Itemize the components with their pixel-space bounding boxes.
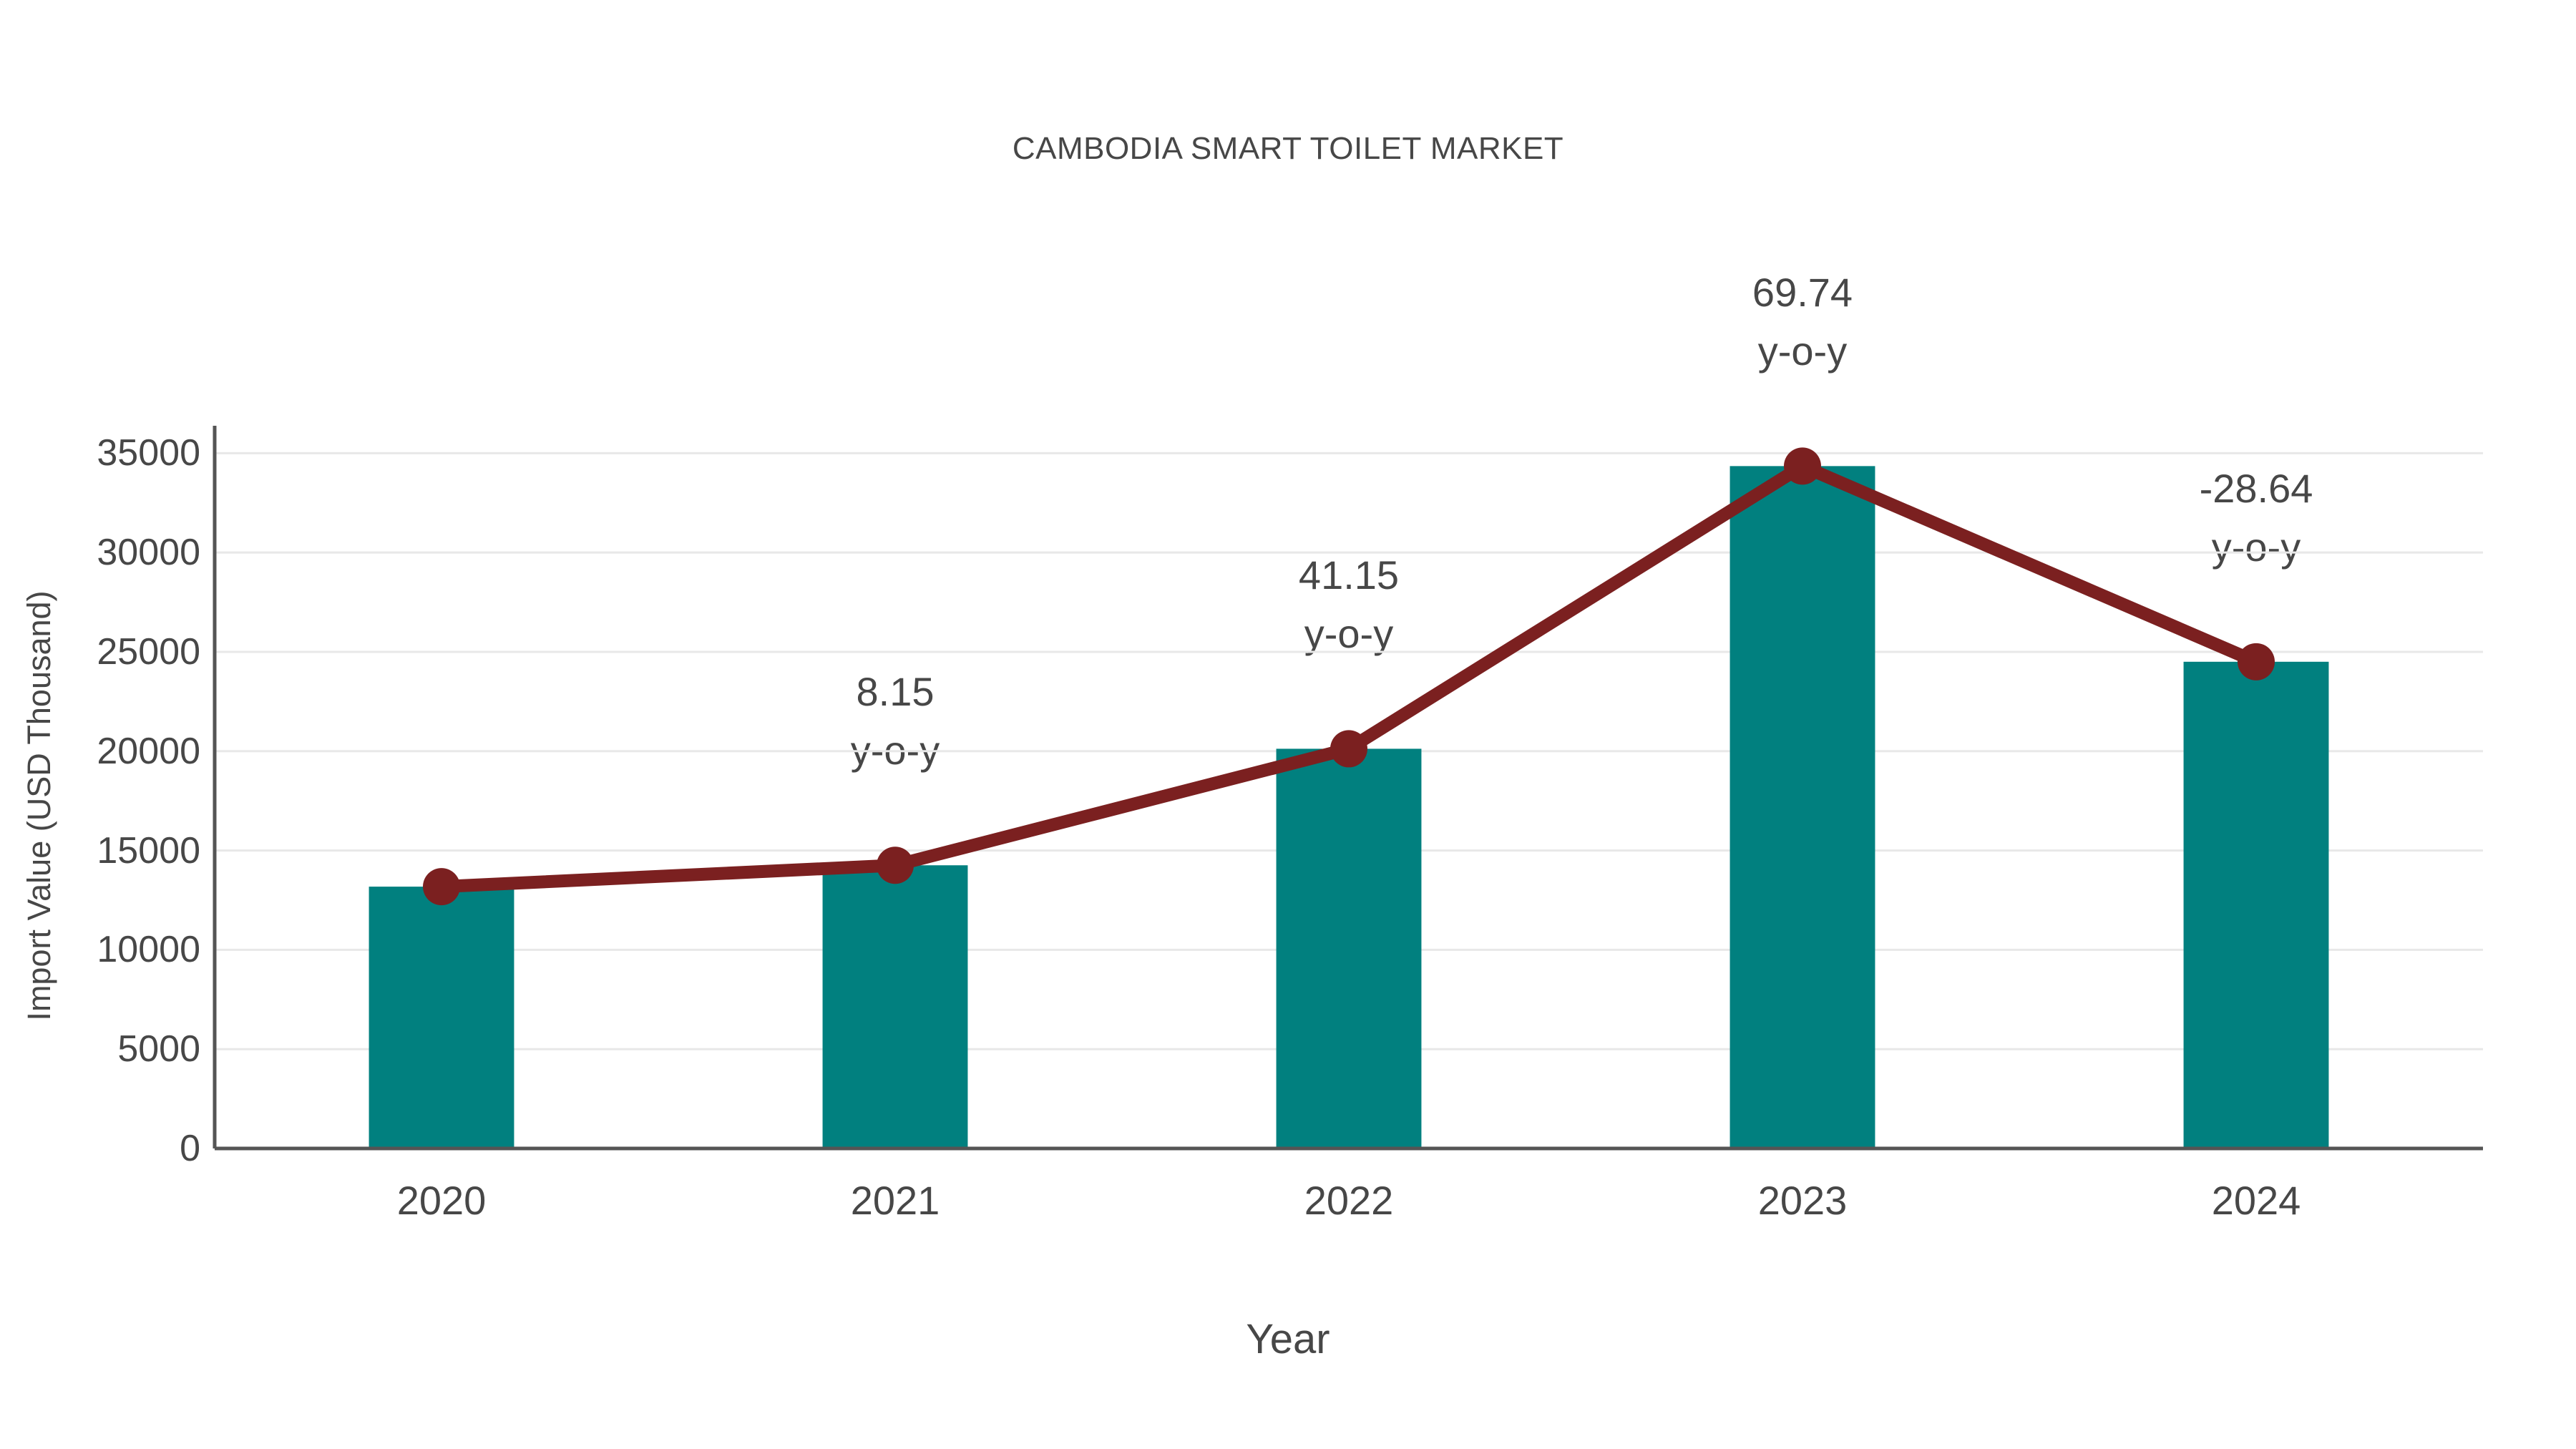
y-tick-label: 5000 (117, 1028, 200, 1070)
line-markers (423, 447, 2275, 906)
bar (1729, 466, 1875, 1148)
yoy-unit-label: y-o-y (1757, 328, 1848, 374)
bar (1276, 748, 1422, 1148)
y-tick-label: 30000 (97, 532, 200, 574)
data-point-marker (1330, 730, 1367, 768)
data-point-marker (2238, 643, 2275, 680)
x-tick-label: 2020 (396, 1178, 487, 1223)
bar (822, 865, 968, 1148)
x-tick-label: 2024 (2211, 1178, 2301, 1223)
data-point-marker (1784, 447, 1821, 485)
bar (2183, 661, 2329, 1148)
y-tick-label: 20000 (97, 730, 200, 772)
data-point-marker (877, 847, 914, 884)
plot-canvas (213, 426, 2483, 1151)
x-tick-label: 2022 (1304, 1178, 1394, 1223)
y-tick-label: 15000 (97, 829, 200, 872)
y-tick-label: 0 (180, 1128, 200, 1169)
y-tick-label: 25000 (97, 630, 200, 673)
bar (369, 887, 514, 1148)
x-tick-label: 2023 (1757, 1178, 1848, 1223)
page-title: CAMBODIA SMART TOILET MARKET (1012, 131, 1564, 166)
data-point-marker (423, 868, 460, 906)
x-tick-label: 2021 (850, 1178, 940, 1223)
yoy-annotation: 69.74 y-o-y (1652, 273, 1953, 371)
bar-series (369, 466, 2329, 1148)
x-axis-title: Year (1246, 1316, 1330, 1362)
yoy-value: 69.74 (1752, 270, 1853, 316)
axis-lines (213, 426, 2483, 1151)
y-tick-label: 35000 (97, 432, 200, 474)
plot-area (213, 426, 2483, 1151)
y-tick-label: 10000 (97, 929, 200, 971)
